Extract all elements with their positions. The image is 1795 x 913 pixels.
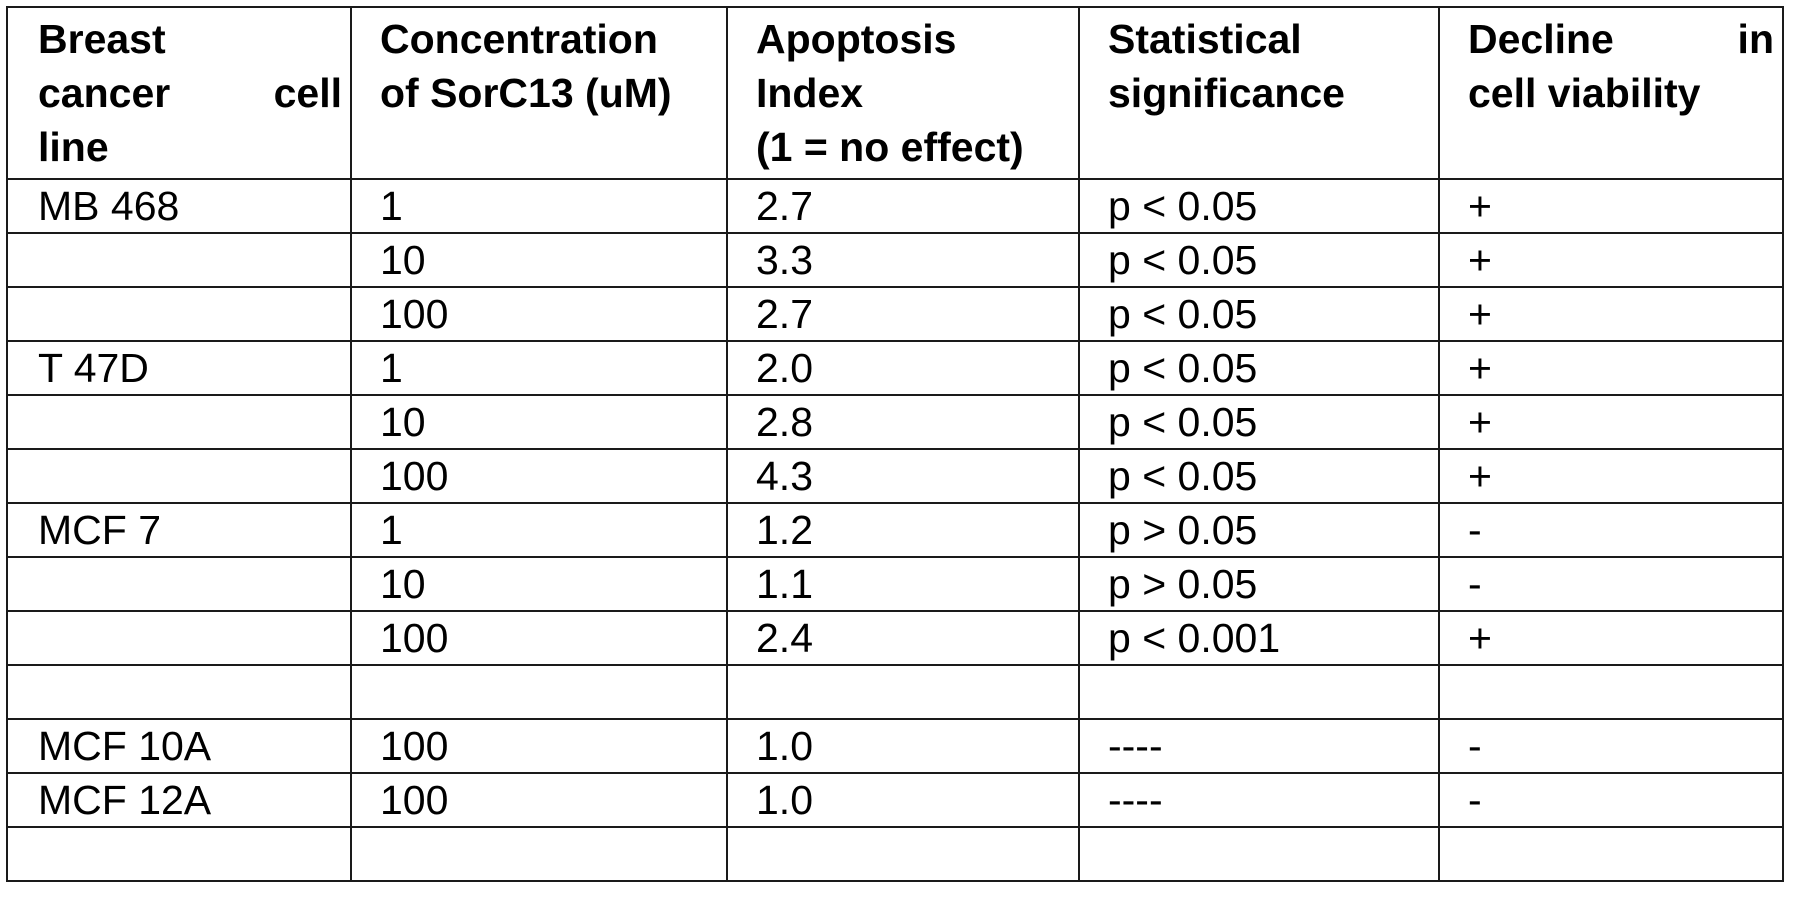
- table-body: MB 46812.7p < 0.05+103.3p < 0.05+1002.7p…: [7, 179, 1783, 881]
- header-cell-line: Breast cancer cell line: [7, 7, 351, 179]
- cell-viability: +: [1439, 449, 1783, 503]
- cell-cell-line: MCF 12A: [7, 773, 351, 827]
- table-row: MCF 10A1001.0-----: [7, 719, 1783, 773]
- table-row: 102.8p < 0.05+: [7, 395, 1783, 449]
- header-concentration: Concentration of SorC13 (uM): [351, 7, 727, 179]
- cell-apoptosis: [727, 827, 1079, 881]
- header-viability-l2: cell viability: [1468, 66, 1774, 120]
- cell-apoptosis: 2.4: [727, 611, 1079, 665]
- cell-viability: +: [1439, 611, 1783, 665]
- cell-concentration: 100: [351, 287, 727, 341]
- table-row: MCF 12A1001.0-----: [7, 773, 1783, 827]
- table-row: 101.1p > 0.05-: [7, 557, 1783, 611]
- cell-viability: -: [1439, 557, 1783, 611]
- cell-viability: +: [1439, 179, 1783, 233]
- cell-concentration: 100: [351, 449, 727, 503]
- header-row: Breast cancer cell line Concentration of…: [7, 7, 1783, 179]
- table-row: MB 46812.7p < 0.05+: [7, 179, 1783, 233]
- cell-significance: p < 0.05: [1079, 233, 1439, 287]
- header-apoptosis-l2: Index: [756, 66, 1070, 120]
- table-row: 1002.7p < 0.05+: [7, 287, 1783, 341]
- cell-significance: p < 0.001: [1079, 611, 1439, 665]
- header-concentration-l2: of SorC13 (uM): [380, 66, 718, 120]
- header-cell-line-l2: cancer cell: [38, 66, 342, 120]
- cell-apoptosis: [727, 665, 1079, 719]
- cell-apoptosis: 2.8: [727, 395, 1079, 449]
- header-viability-l1: Decline in: [1468, 12, 1774, 66]
- cell-viability: +: [1439, 287, 1783, 341]
- cell-concentration: [351, 665, 727, 719]
- cell-viability: +: [1439, 341, 1783, 395]
- cell-cell-line: [7, 449, 351, 503]
- cell-significance: p < 0.05: [1079, 287, 1439, 341]
- cell-concentration: 1: [351, 179, 727, 233]
- cell-cell-line: T 47D: [7, 341, 351, 395]
- table-row: 103.3p < 0.05+: [7, 233, 1783, 287]
- cell-apoptosis: 1.0: [727, 719, 1079, 773]
- cell-viability: [1439, 827, 1783, 881]
- header-cell-line-l3: line: [38, 120, 342, 174]
- cell-cell-line: [7, 611, 351, 665]
- cell-concentration: 1: [351, 341, 727, 395]
- header-apoptosis: Apoptosis Index (1 = no effect): [727, 7, 1079, 179]
- cell-apoptosis: 1.2: [727, 503, 1079, 557]
- header-viability: Decline in cell viability: [1439, 7, 1783, 179]
- cell-significance: p < 0.05: [1079, 449, 1439, 503]
- cell-apoptosis: 1.1: [727, 557, 1079, 611]
- cell-apoptosis: 3.3: [727, 233, 1079, 287]
- cell-cell-line: [7, 287, 351, 341]
- table-row: [7, 827, 1783, 881]
- cell-significance: [1079, 827, 1439, 881]
- cell-viability: -: [1439, 503, 1783, 557]
- cell-concentration: 1: [351, 503, 727, 557]
- cell-viability: +: [1439, 395, 1783, 449]
- table-row: T 47D12.0p < 0.05+: [7, 341, 1783, 395]
- cell-concentration: 10: [351, 395, 727, 449]
- cell-apoptosis: 2.0: [727, 341, 1079, 395]
- cell-significance: p > 0.05: [1079, 503, 1439, 557]
- cell-apoptosis: 2.7: [727, 287, 1079, 341]
- cell-significance: p < 0.05: [1079, 179, 1439, 233]
- table-row: 1002.4p < 0.001+: [7, 611, 1783, 665]
- cell-cell-line: [7, 557, 351, 611]
- header-cell-line-l1: Breast: [38, 12, 342, 66]
- cell-viability: [1439, 665, 1783, 719]
- cell-cell-line: [7, 665, 351, 719]
- results-table: Breast cancer cell line Concentration of…: [6, 6, 1784, 882]
- header-significance: Statistical significance: [1079, 7, 1439, 179]
- cell-significance: [1079, 665, 1439, 719]
- header-apoptosis-l1: Apoptosis: [756, 12, 1070, 66]
- cell-significance: p < 0.05: [1079, 341, 1439, 395]
- cell-cell-line: [7, 827, 351, 881]
- table-row: [7, 665, 1783, 719]
- cell-apoptosis: 4.3: [727, 449, 1079, 503]
- cell-viability: +: [1439, 233, 1783, 287]
- header-significance-l1: Statistical: [1108, 12, 1430, 66]
- cell-significance: ----: [1079, 773, 1439, 827]
- cell-concentration: [351, 827, 727, 881]
- table-row: 1004.3p < 0.05+: [7, 449, 1783, 503]
- cell-cell-line: MB 468: [7, 179, 351, 233]
- table-row: MCF 711.2p > 0.05-: [7, 503, 1783, 557]
- cell-cell-line: [7, 395, 351, 449]
- cell-concentration: 100: [351, 611, 727, 665]
- header-concentration-l1: Concentration: [380, 12, 718, 66]
- cell-viability: -: [1439, 773, 1783, 827]
- cell-apoptosis: 1.0: [727, 773, 1079, 827]
- cell-concentration: 10: [351, 233, 727, 287]
- cell-significance: p < 0.05: [1079, 395, 1439, 449]
- cell-concentration: 10: [351, 557, 727, 611]
- cell-concentration: 100: [351, 719, 727, 773]
- cell-cell-line: [7, 233, 351, 287]
- cell-significance: p > 0.05: [1079, 557, 1439, 611]
- header-apoptosis-l3: (1 = no effect): [756, 120, 1070, 174]
- cell-cell-line: MCF 7: [7, 503, 351, 557]
- header-significance-l2: significance: [1108, 66, 1430, 120]
- cell-significance: ----: [1079, 719, 1439, 773]
- cell-viability: -: [1439, 719, 1783, 773]
- cell-apoptosis: 2.7: [727, 179, 1079, 233]
- cell-concentration: 100: [351, 773, 727, 827]
- cell-cell-line: MCF 10A: [7, 719, 351, 773]
